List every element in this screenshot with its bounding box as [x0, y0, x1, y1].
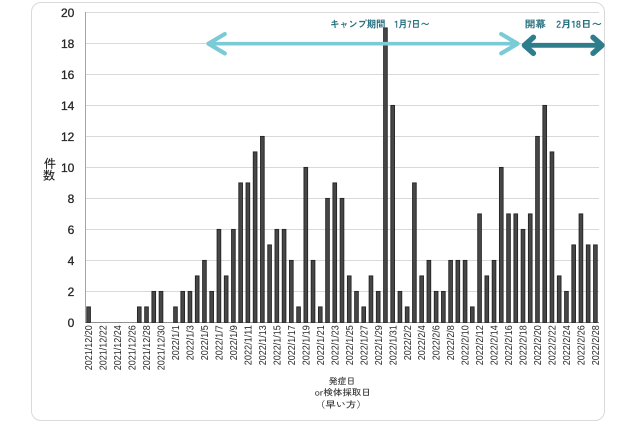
svg-text:2022/1/11: 2022/1/11	[243, 325, 254, 365]
svg-text:20: 20	[61, 6, 75, 20]
svg-text:2022/1/27: 2022/1/27	[359, 325, 370, 365]
svg-text:10: 10	[61, 161, 75, 175]
svg-text:6: 6	[68, 223, 75, 237]
svg-text:0: 0	[68, 316, 75, 330]
svg-text:4: 4	[68, 254, 75, 268]
svg-text:2022/2/24: 2022/2/24	[562, 325, 573, 365]
svg-text:2022/2/2: 2022/2/2	[403, 325, 414, 360]
svg-text:2022/1/19: 2022/1/19	[301, 325, 312, 365]
svg-text:2022/1/9: 2022/1/9	[229, 325, 240, 360]
svg-text:2022/2/12: 2022/2/12	[475, 325, 486, 365]
svg-text:18: 18	[61, 37, 75, 51]
svg-text:2021/12/30: 2021/12/30	[157, 325, 168, 370]
svg-text:2: 2	[68, 285, 75, 299]
svg-text:14: 14	[61, 99, 75, 113]
svg-text:2022/2/20: 2022/2/20	[533, 325, 544, 365]
svg-text:2022/2/22: 2022/2/22	[548, 325, 559, 365]
svg-text:2022/1/5: 2022/1/5	[200, 325, 211, 360]
svg-text:16: 16	[61, 68, 75, 82]
svg-text:2021/12/20: 2021/12/20	[84, 325, 95, 370]
svg-text:2022/2/8: 2022/2/8	[446, 325, 457, 360]
svg-text:2022/2/28: 2022/2/28	[591, 325, 602, 365]
svg-text:2022/1/15: 2022/1/15	[272, 325, 283, 365]
svg-text:2022/2/6: 2022/2/6	[432, 325, 443, 360]
svg-text:2022/2/16: 2022/2/16	[504, 325, 515, 365]
svg-text:12: 12	[61, 130, 75, 144]
svg-text:2022/1/1: 2022/1/1	[171, 325, 182, 360]
svg-text:2022/2/4: 2022/2/4	[417, 325, 428, 360]
svg-text:2022/1/21: 2022/1/21	[316, 325, 327, 365]
svg-text:2022/1/29: 2022/1/29	[374, 325, 385, 365]
svg-text:2021/12/28: 2021/12/28	[142, 325, 153, 370]
svg-text:2022/1/13: 2022/1/13	[258, 325, 269, 365]
svg-text:8: 8	[68, 192, 75, 206]
svg-text:2022/2/14: 2022/2/14	[490, 325, 501, 365]
svg-text:2022/1/7: 2022/1/7	[215, 325, 226, 360]
svg-text:2022/2/26: 2022/2/26	[577, 325, 588, 365]
svg-text:2022/1/31: 2022/1/31	[388, 325, 399, 365]
svg-text:2022/1/25: 2022/1/25	[345, 325, 356, 365]
svg-text:2022/1/3: 2022/1/3	[186, 325, 197, 360]
svg-text:2022/2/10: 2022/2/10	[461, 325, 472, 365]
svg-text:2022/1/17: 2022/1/17	[287, 325, 298, 365]
svg-text:2022/1/23: 2022/1/23	[330, 325, 341, 365]
svg-text:2021/12/22: 2021/12/22	[99, 325, 110, 370]
svg-text:2021/12/26: 2021/12/26	[128, 325, 139, 370]
svg-text:2022/2/18: 2022/2/18	[519, 325, 530, 365]
svg-text:2021/12/24: 2021/12/24	[113, 325, 124, 370]
